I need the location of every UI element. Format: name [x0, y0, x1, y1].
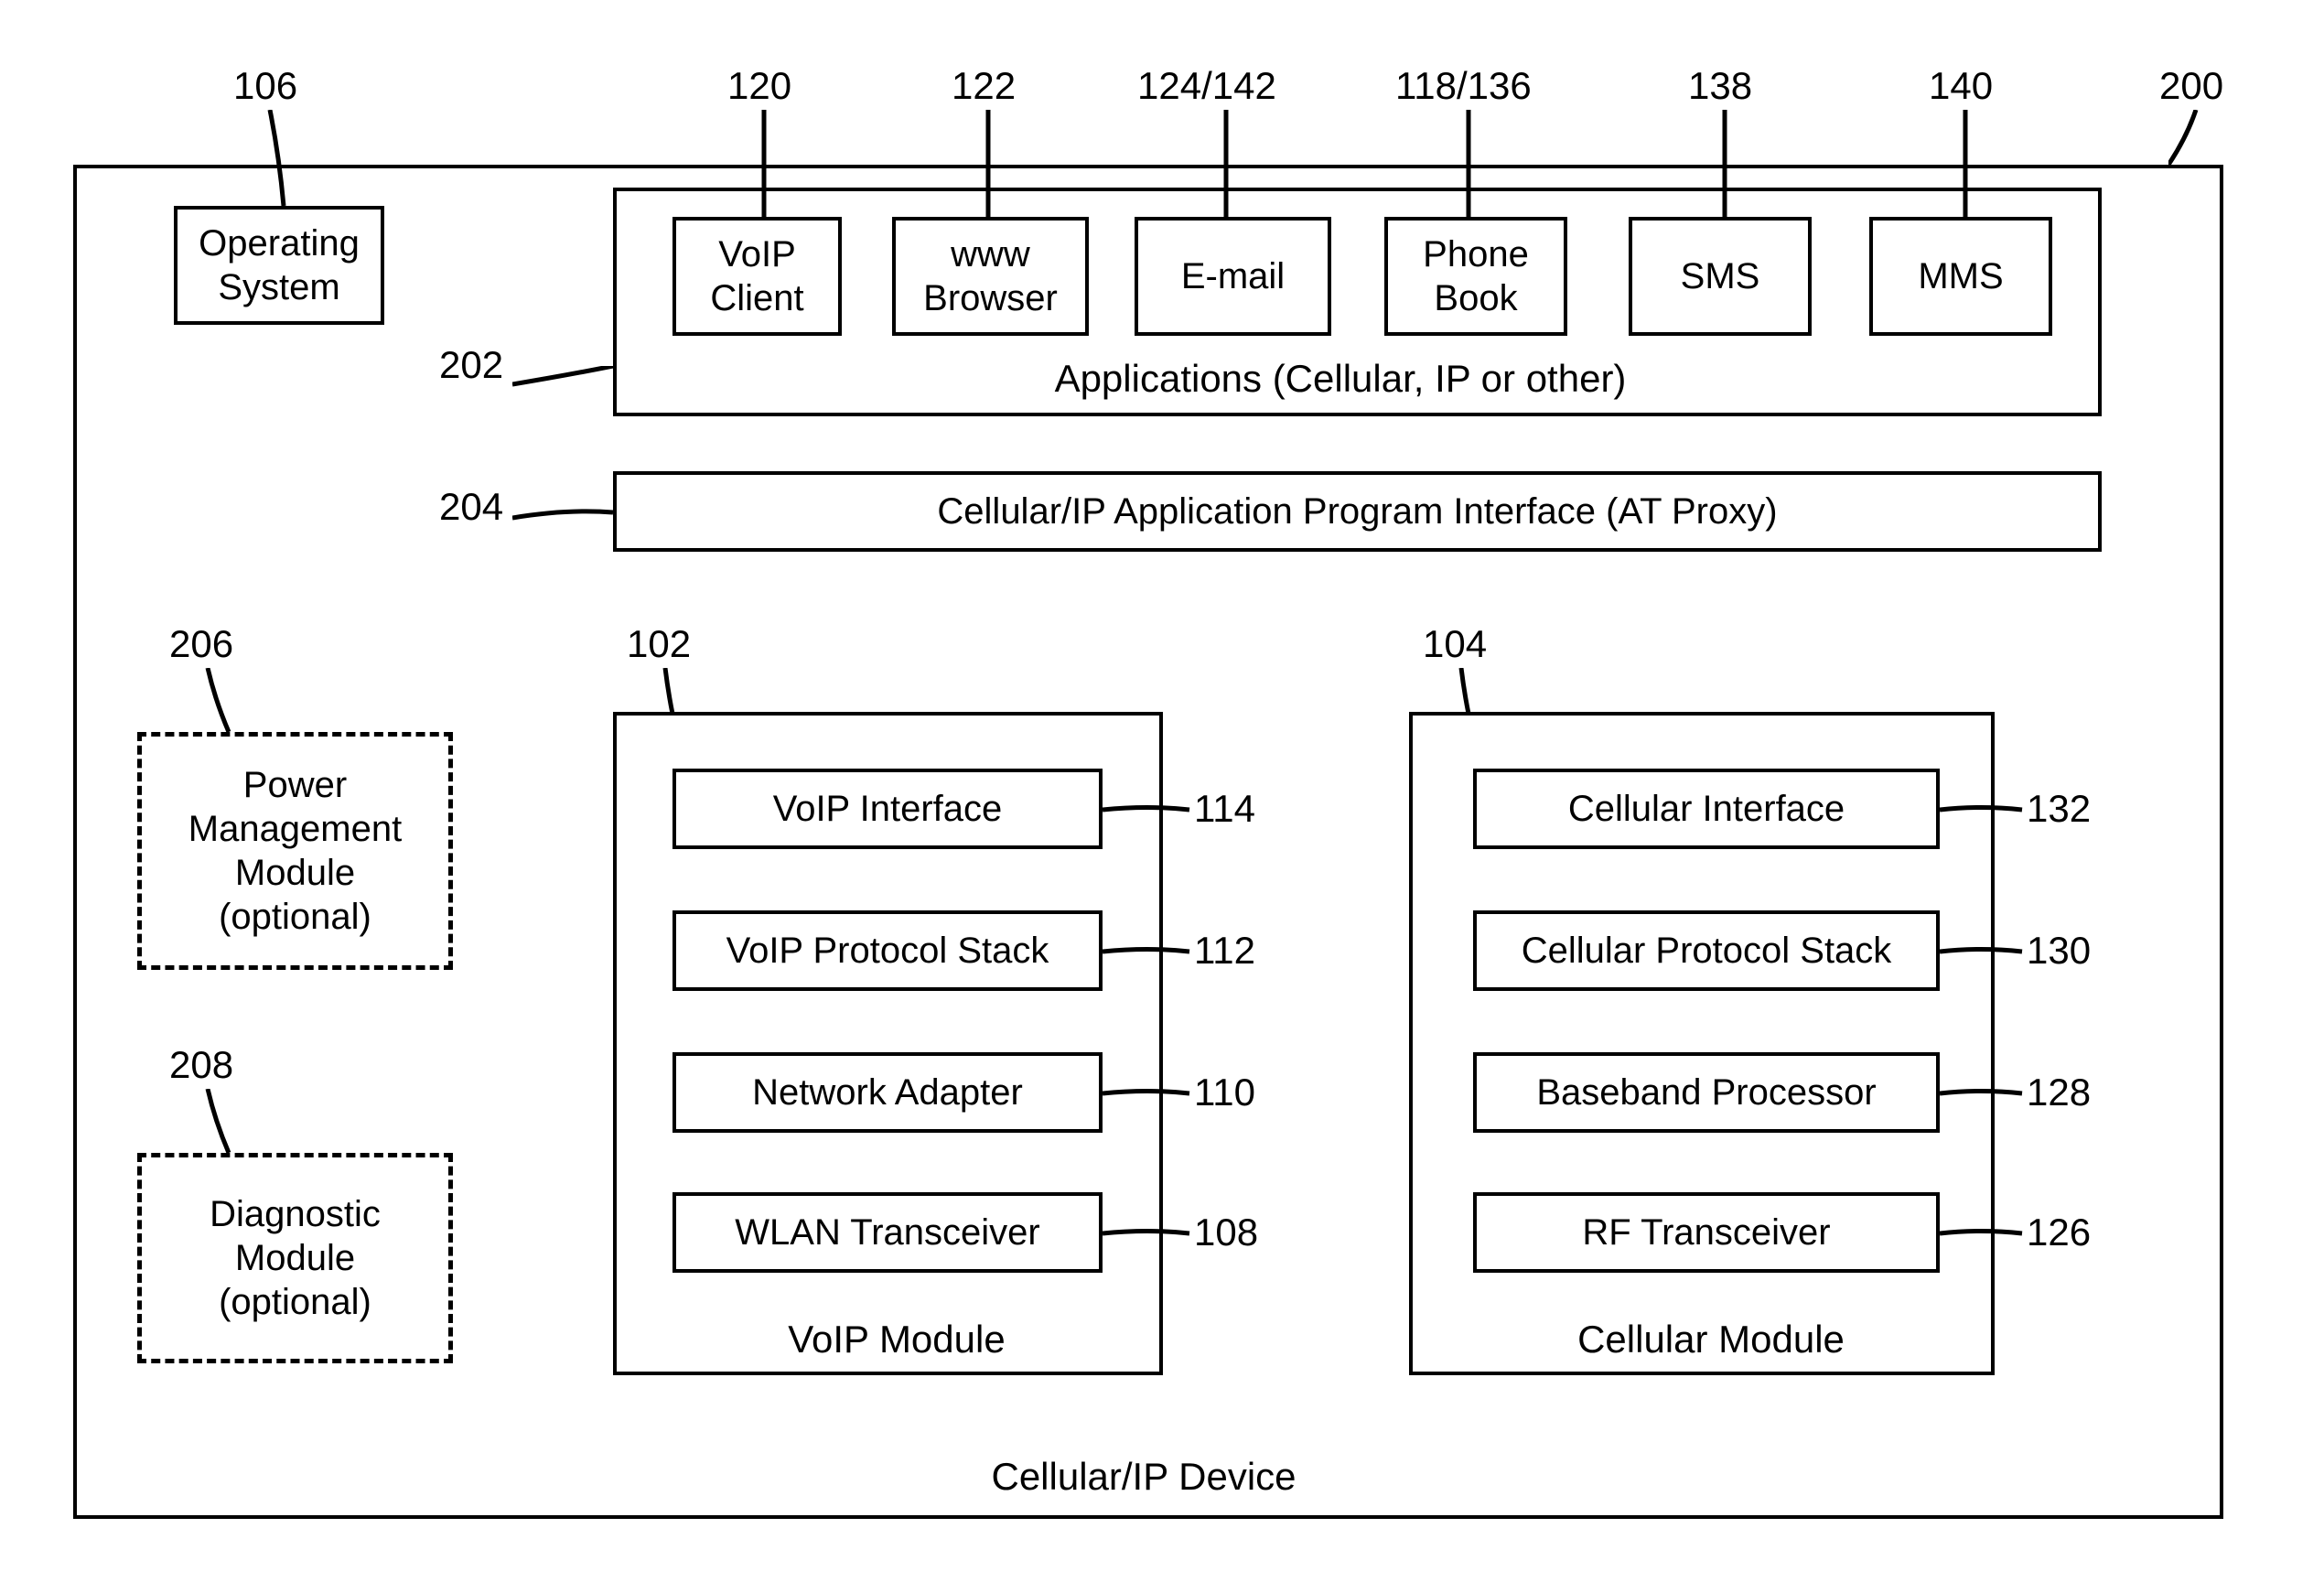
ref-126-lead: [1940, 1224, 2027, 1243]
cell-interface: Cellular Interface: [1473, 769, 1940, 849]
voip-net: Network Adapter: [672, 1052, 1103, 1133]
ref-108: 108: [1194, 1211, 1258, 1254]
ref-112: 112: [1194, 929, 1255, 973]
ref-120: 120: [727, 64, 791, 108]
ref-140-lead: [1952, 110, 1979, 220]
os-box: Operating System: [174, 206, 384, 325]
ref-200: 200: [2159, 64, 2223, 108]
ref-114-lead: [1103, 801, 1194, 819]
ref-102: 102: [627, 622, 691, 666]
diagram-canvas: Cellular/IP Device 200 Operating System …: [0, 0, 2324, 1582]
cell-baseband: Baseband Processor: [1473, 1052, 1940, 1133]
ref-140: 140: [1929, 64, 1993, 108]
ref-118-136-lead: [1455, 110, 1482, 220]
ref-206-lead: [197, 668, 242, 737]
voip-wlan: WLAN Transceiver: [672, 1192, 1103, 1273]
ref-130: 130: [2027, 929, 2091, 973]
app-phonebook: Phone Book: [1384, 217, 1567, 336]
ref-120-lead: [750, 110, 778, 220]
cell-stack: Cellular Protocol Stack: [1473, 910, 1940, 991]
cell-module-caption: Cellular Module: [1555, 1318, 1867, 1361]
voip-module-caption: VoIP Module: [759, 1318, 1034, 1361]
ref-202: 202: [439, 343, 503, 387]
ref-118-136: 118/136: [1395, 64, 1532, 108]
ref-200-lead: [2168, 110, 2233, 174]
ref-132-lead: [1940, 801, 2027, 819]
ref-114: 114: [1194, 787, 1255, 831]
ref-122-lead: [974, 110, 1002, 220]
ref-124-142: 124/142: [1137, 64, 1276, 108]
ref-204: 204: [439, 485, 503, 529]
app-voip-client: VoIP Client: [672, 217, 842, 336]
ref-132: 132: [2027, 787, 2091, 831]
ref-138-lead: [1711, 110, 1738, 220]
app-mms: MMS: [1869, 217, 2052, 336]
ref-102-lead: [654, 668, 691, 718]
ref-108-lead: [1103, 1224, 1194, 1243]
ref-112-lead: [1103, 942, 1194, 961]
app-browser: www Browser: [892, 217, 1089, 336]
ref-106: 106: [233, 64, 297, 108]
ref-130-lead: [1940, 942, 2027, 961]
voip-interface: VoIP Interface: [672, 769, 1103, 849]
ref-124-142-lead: [1212, 110, 1240, 220]
ref-106-lead: [252, 110, 307, 210]
ref-204-lead: [512, 501, 618, 529]
ref-104: 104: [1423, 622, 1487, 666]
ref-128-lead: [1940, 1084, 2027, 1103]
ref-122: 122: [952, 64, 1016, 108]
voip-stack: VoIP Protocol Stack: [672, 910, 1103, 991]
ref-202-lead: [512, 366, 618, 403]
ref-208-lead: [197, 1089, 242, 1157]
diag-module: Diagnostic Module (optional): [137, 1153, 453, 1363]
ref-208: 208: [169, 1043, 233, 1087]
ref-110: 110: [1194, 1071, 1255, 1114]
power-module: Power Management Module (optional): [137, 732, 453, 970]
ref-128: 128: [2027, 1071, 2091, 1114]
ref-206: 206: [169, 622, 233, 666]
app-email: E-mail: [1135, 217, 1331, 336]
ref-110-lead: [1103, 1084, 1194, 1103]
ref-126: 126: [2027, 1211, 2091, 1254]
app-sms: SMS: [1629, 217, 1812, 336]
ref-104-lead: [1450, 668, 1487, 718]
cell-rf: RF Transceiver: [1473, 1192, 1940, 1273]
outer-caption: Cellular/IP Device: [961, 1455, 1327, 1499]
api-box: Cellular/IP Application Program Interfac…: [613, 471, 2102, 552]
ref-138: 138: [1688, 64, 1752, 108]
apps-caption: Applications (Cellular, IP or other): [974, 357, 1706, 401]
